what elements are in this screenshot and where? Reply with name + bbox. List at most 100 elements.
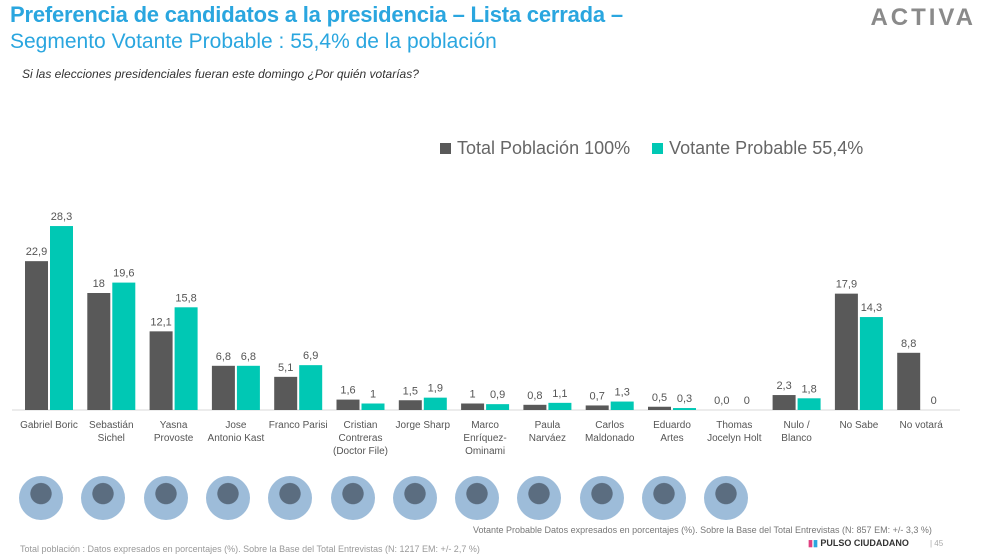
data-label: 0,0 xyxy=(714,395,729,407)
bar-probable xyxy=(112,282,136,410)
bar-total xyxy=(149,331,173,410)
pulso-ciudadano-logo: ▮▮ PULSO CIUDADANO xyxy=(808,538,909,548)
page-number: | 45 xyxy=(930,539,944,548)
candidate-photo xyxy=(704,476,749,520)
candidate-photo xyxy=(19,476,63,520)
data-label: 1,9 xyxy=(428,383,443,395)
category-label: Marco Enríquez-Ominami xyxy=(463,420,506,457)
category-label: Thomas Jocelyn Holt xyxy=(707,420,762,444)
bar-total xyxy=(523,404,547,410)
candidate-photo xyxy=(517,476,562,520)
data-label: 6,8 xyxy=(241,351,256,363)
category-label: Cristian Contreras (Doctor File) xyxy=(333,420,388,457)
data-label: 8,8 xyxy=(901,338,916,350)
bar-probable xyxy=(174,307,198,410)
category-label: Yasna Provoste xyxy=(154,420,194,444)
data-label: 0 xyxy=(931,395,937,407)
bar-probable xyxy=(236,365,260,410)
data-label: 0,5 xyxy=(652,392,667,404)
legend-label: Votante Probable 55,4% xyxy=(669,138,864,158)
data-label: 0,8 xyxy=(527,390,542,402)
category-label: Sebastián Sichel xyxy=(89,420,133,444)
candidate-photo xyxy=(268,476,313,520)
bar-probable xyxy=(797,398,821,410)
bar-probable xyxy=(361,403,385,410)
category-label: Nulo / Blanco xyxy=(781,420,812,444)
data-label: 1,5 xyxy=(403,385,418,397)
candidate-photo xyxy=(205,476,250,520)
page-subtitle: Segmento Votante Probable : 55,4% de la … xyxy=(10,30,497,53)
bar-probable xyxy=(299,365,323,410)
data-label: 0,9 xyxy=(490,389,505,401)
category-label: Gabriel Boric xyxy=(20,420,78,431)
legend-item-total: Total Población 100% xyxy=(440,138,630,159)
bar-total xyxy=(274,376,298,410)
data-label: 19,6 xyxy=(113,268,134,280)
candidate-photo xyxy=(392,476,437,520)
bar-probable xyxy=(50,226,73,410)
page-title: Preferencia de candidatos a la presidenc… xyxy=(10,2,623,27)
data-label: 0 xyxy=(744,395,750,407)
chart-legend: Total Población 100% Votante Probable 55… xyxy=(440,138,863,159)
bar-total xyxy=(336,399,360,410)
bar-probable xyxy=(423,397,447,410)
data-label: 6,8 xyxy=(216,351,231,363)
data-label: 5,1 xyxy=(278,362,293,374)
data-label: 1 xyxy=(370,389,376,401)
data-label: 15,8 xyxy=(175,292,196,304)
candidate-photo xyxy=(81,476,126,520)
category-label: Paula Narváez xyxy=(529,420,566,444)
bar-probable xyxy=(859,317,883,410)
bar-total xyxy=(211,365,235,410)
candidate-photo xyxy=(642,476,686,520)
data-label: 1 xyxy=(470,389,476,401)
data-label: 28,3 xyxy=(51,211,72,223)
data-label: 14,3 xyxy=(861,302,882,314)
data-label: 6,9 xyxy=(303,350,318,362)
candidate-photo xyxy=(330,476,375,520)
data-label: 1,1 xyxy=(552,388,567,400)
bar-probable xyxy=(486,404,510,410)
data-label: 12,1 xyxy=(150,316,171,328)
legend-item-probable: Votante Probable 55,4% xyxy=(652,138,863,159)
category-label: Eduardo Artes xyxy=(653,420,691,444)
data-label: 22,9 xyxy=(26,246,47,258)
candidate-photo xyxy=(455,476,500,520)
note-probable: Votante Probable Datos expresados en por… xyxy=(473,525,932,535)
data-label: 17,9 xyxy=(836,279,857,291)
activa-logo: ACTIVA xyxy=(870,4,976,31)
bar-total xyxy=(585,405,609,410)
bar-probable xyxy=(610,401,634,410)
bar-total xyxy=(897,352,921,410)
bar-chart: 22,9 28,3 Gabriel Boric 18 19,6 Sebastián Sich… xyxy=(12,211,960,457)
bar-total xyxy=(772,395,796,410)
bar-total xyxy=(87,293,111,410)
candidate-photo xyxy=(579,476,624,520)
bar-probable xyxy=(548,402,572,410)
bar-total xyxy=(25,261,48,410)
category-label: Franco Parisi xyxy=(269,420,328,431)
legend-label: Total Población 100% xyxy=(457,138,631,158)
survey-question: Si las elecciones presidenciales fueran … xyxy=(22,67,419,81)
data-label: 1,3 xyxy=(615,387,630,399)
category-label: Jose Antonio Kast xyxy=(208,420,265,444)
bar-total xyxy=(461,403,485,410)
data-label: 18 xyxy=(93,278,105,290)
bar-total xyxy=(834,293,858,410)
legend-swatch xyxy=(652,143,664,154)
data-label: 2,3 xyxy=(776,380,791,392)
category-label: No Sabe xyxy=(839,420,878,431)
data-label: 0,7 xyxy=(590,390,605,402)
category-label: Carlos Maldonado xyxy=(585,420,635,444)
bar-probable xyxy=(673,408,696,410)
category-label: No votará xyxy=(900,420,944,431)
bar-total xyxy=(648,406,671,410)
candidate-photo xyxy=(143,476,188,520)
note-total: Total población : Datos expresados en po… xyxy=(20,544,480,554)
legend-swatch xyxy=(440,143,451,154)
category-label: Jorge Sharp xyxy=(396,420,451,431)
bar-total xyxy=(398,400,422,410)
data-label: 1,6 xyxy=(340,385,355,397)
data-label: 1,8 xyxy=(801,383,816,395)
data-label: 0,3 xyxy=(677,393,692,405)
